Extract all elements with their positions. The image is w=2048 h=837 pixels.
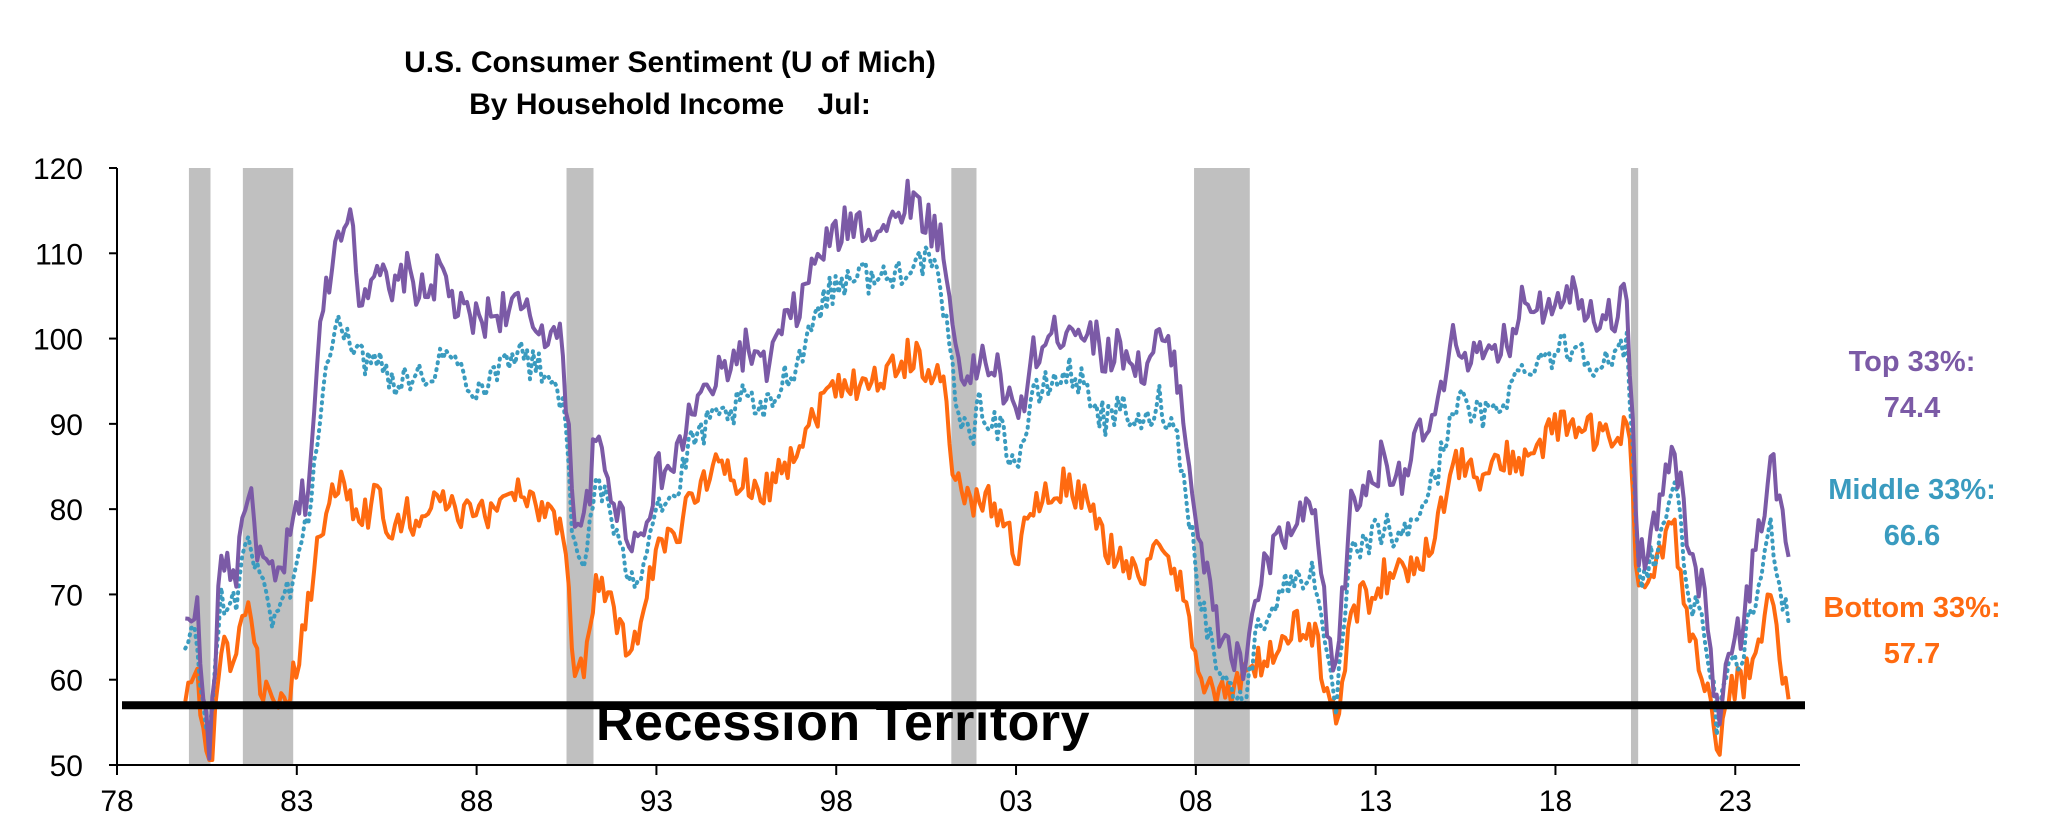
x-tick-label: 88 (460, 785, 493, 818)
recession-territory-label: Recession Territory (596, 694, 1091, 752)
series-lines (183, 178, 1791, 762)
legend-middle-label: Middle 33%: (1828, 474, 1996, 506)
x-tick-label: 03 (999, 785, 1032, 818)
legend-bottom-label: Bottom 33%: (1823, 592, 2001, 624)
series-line-bottom-33 (183, 337, 1791, 762)
legend-middle-value: 66.6 (1883, 520, 1941, 552)
y-tick-label: 90 (50, 409, 83, 442)
x-tick-label: 83 (280, 785, 313, 818)
series-line-middle-33 (183, 245, 1791, 738)
recession-band-2 (242, 168, 294, 765)
chart-subtitle: By Household Income Jul: (469, 88, 871, 121)
y-tick-label: 80 (50, 494, 83, 527)
chart-title: U.S. Consumer Sentiment (U of Mich) (404, 46, 936, 79)
y-tick-label: 70 (50, 579, 83, 612)
y-tick-label: 60 (50, 665, 83, 698)
y-tick-label: 100 (33, 324, 83, 357)
y-tick-label: 50 (50, 750, 83, 783)
y-tick-label: 120 (33, 153, 83, 186)
x-tick-label: 23 (1719, 785, 1752, 818)
recession-band-4 (951, 168, 977, 765)
legend-top-value: 74.4 (1883, 392, 1941, 424)
x-tick-label: 78 (100, 785, 133, 818)
y-tick-label: 110 (35, 238, 83, 271)
x-tick-label: 18 (1539, 785, 1572, 818)
x-tick-label: 08 (1179, 785, 1212, 818)
x-tick-label: 93 (640, 785, 673, 818)
series-line-top-33 (185, 178, 1791, 761)
x-tick-label: 13 (1359, 785, 1392, 818)
x-tick-label: 98 (820, 785, 853, 818)
legend-top-label: Top 33%: (1848, 346, 1976, 378)
legend-bottom-value: 57.7 (1883, 638, 1941, 670)
axes: 50 60 70 80 90 100 110 120 78 83 88 93 98 03 08 13 18 23 (33, 153, 1800, 818)
